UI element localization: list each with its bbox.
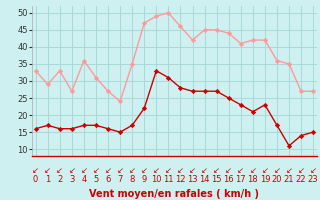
Text: 18: 18 (248, 175, 258, 184)
Text: ↙: ↙ (165, 166, 172, 175)
Text: 10: 10 (151, 175, 162, 184)
Text: 7: 7 (117, 175, 123, 184)
Text: ↙: ↙ (261, 166, 268, 175)
Text: ↙: ↙ (80, 166, 87, 175)
Text: ↙: ↙ (201, 166, 208, 175)
Text: 5: 5 (93, 175, 99, 184)
Text: 14: 14 (199, 175, 210, 184)
Text: ↙: ↙ (298, 166, 305, 175)
Text: 16: 16 (223, 175, 234, 184)
Text: ↙: ↙ (129, 166, 136, 175)
Text: 23: 23 (308, 175, 318, 184)
Text: 4: 4 (81, 175, 86, 184)
Text: 13: 13 (187, 175, 198, 184)
Text: ↙: ↙ (310, 166, 317, 175)
Text: ↙: ↙ (237, 166, 244, 175)
Text: 9: 9 (142, 175, 147, 184)
Text: 8: 8 (130, 175, 135, 184)
Text: ↙: ↙ (56, 166, 63, 175)
Text: 12: 12 (175, 175, 186, 184)
Text: ↙: ↙ (249, 166, 256, 175)
Text: 2: 2 (57, 175, 62, 184)
Text: 6: 6 (105, 175, 111, 184)
Text: Vent moyen/en rafales ( km/h ): Vent moyen/en rafales ( km/h ) (89, 189, 260, 199)
Text: ↙: ↙ (213, 166, 220, 175)
Text: 19: 19 (260, 175, 270, 184)
Text: 1: 1 (45, 175, 50, 184)
Text: ↙: ↙ (189, 166, 196, 175)
Text: ↙: ↙ (116, 166, 124, 175)
Text: 20: 20 (272, 175, 282, 184)
Text: ↙: ↙ (105, 166, 112, 175)
Text: 3: 3 (69, 175, 75, 184)
Text: ↙: ↙ (68, 166, 75, 175)
Text: ↙: ↙ (285, 166, 292, 175)
Text: 15: 15 (212, 175, 222, 184)
Text: ↙: ↙ (274, 166, 280, 175)
Text: 22: 22 (296, 175, 306, 184)
Text: 11: 11 (163, 175, 174, 184)
Text: ↙: ↙ (153, 166, 160, 175)
Text: ↙: ↙ (225, 166, 232, 175)
Text: ↙: ↙ (141, 166, 148, 175)
Text: ↙: ↙ (32, 166, 39, 175)
Text: ↙: ↙ (44, 166, 51, 175)
Text: 17: 17 (236, 175, 246, 184)
Text: ↙: ↙ (177, 166, 184, 175)
Text: 0: 0 (33, 175, 38, 184)
Text: ↙: ↙ (92, 166, 100, 175)
Text: 21: 21 (284, 175, 294, 184)
